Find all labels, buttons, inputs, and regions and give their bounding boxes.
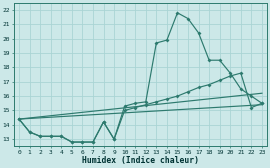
X-axis label: Humidex (Indice chaleur): Humidex (Indice chaleur): [82, 156, 199, 165]
